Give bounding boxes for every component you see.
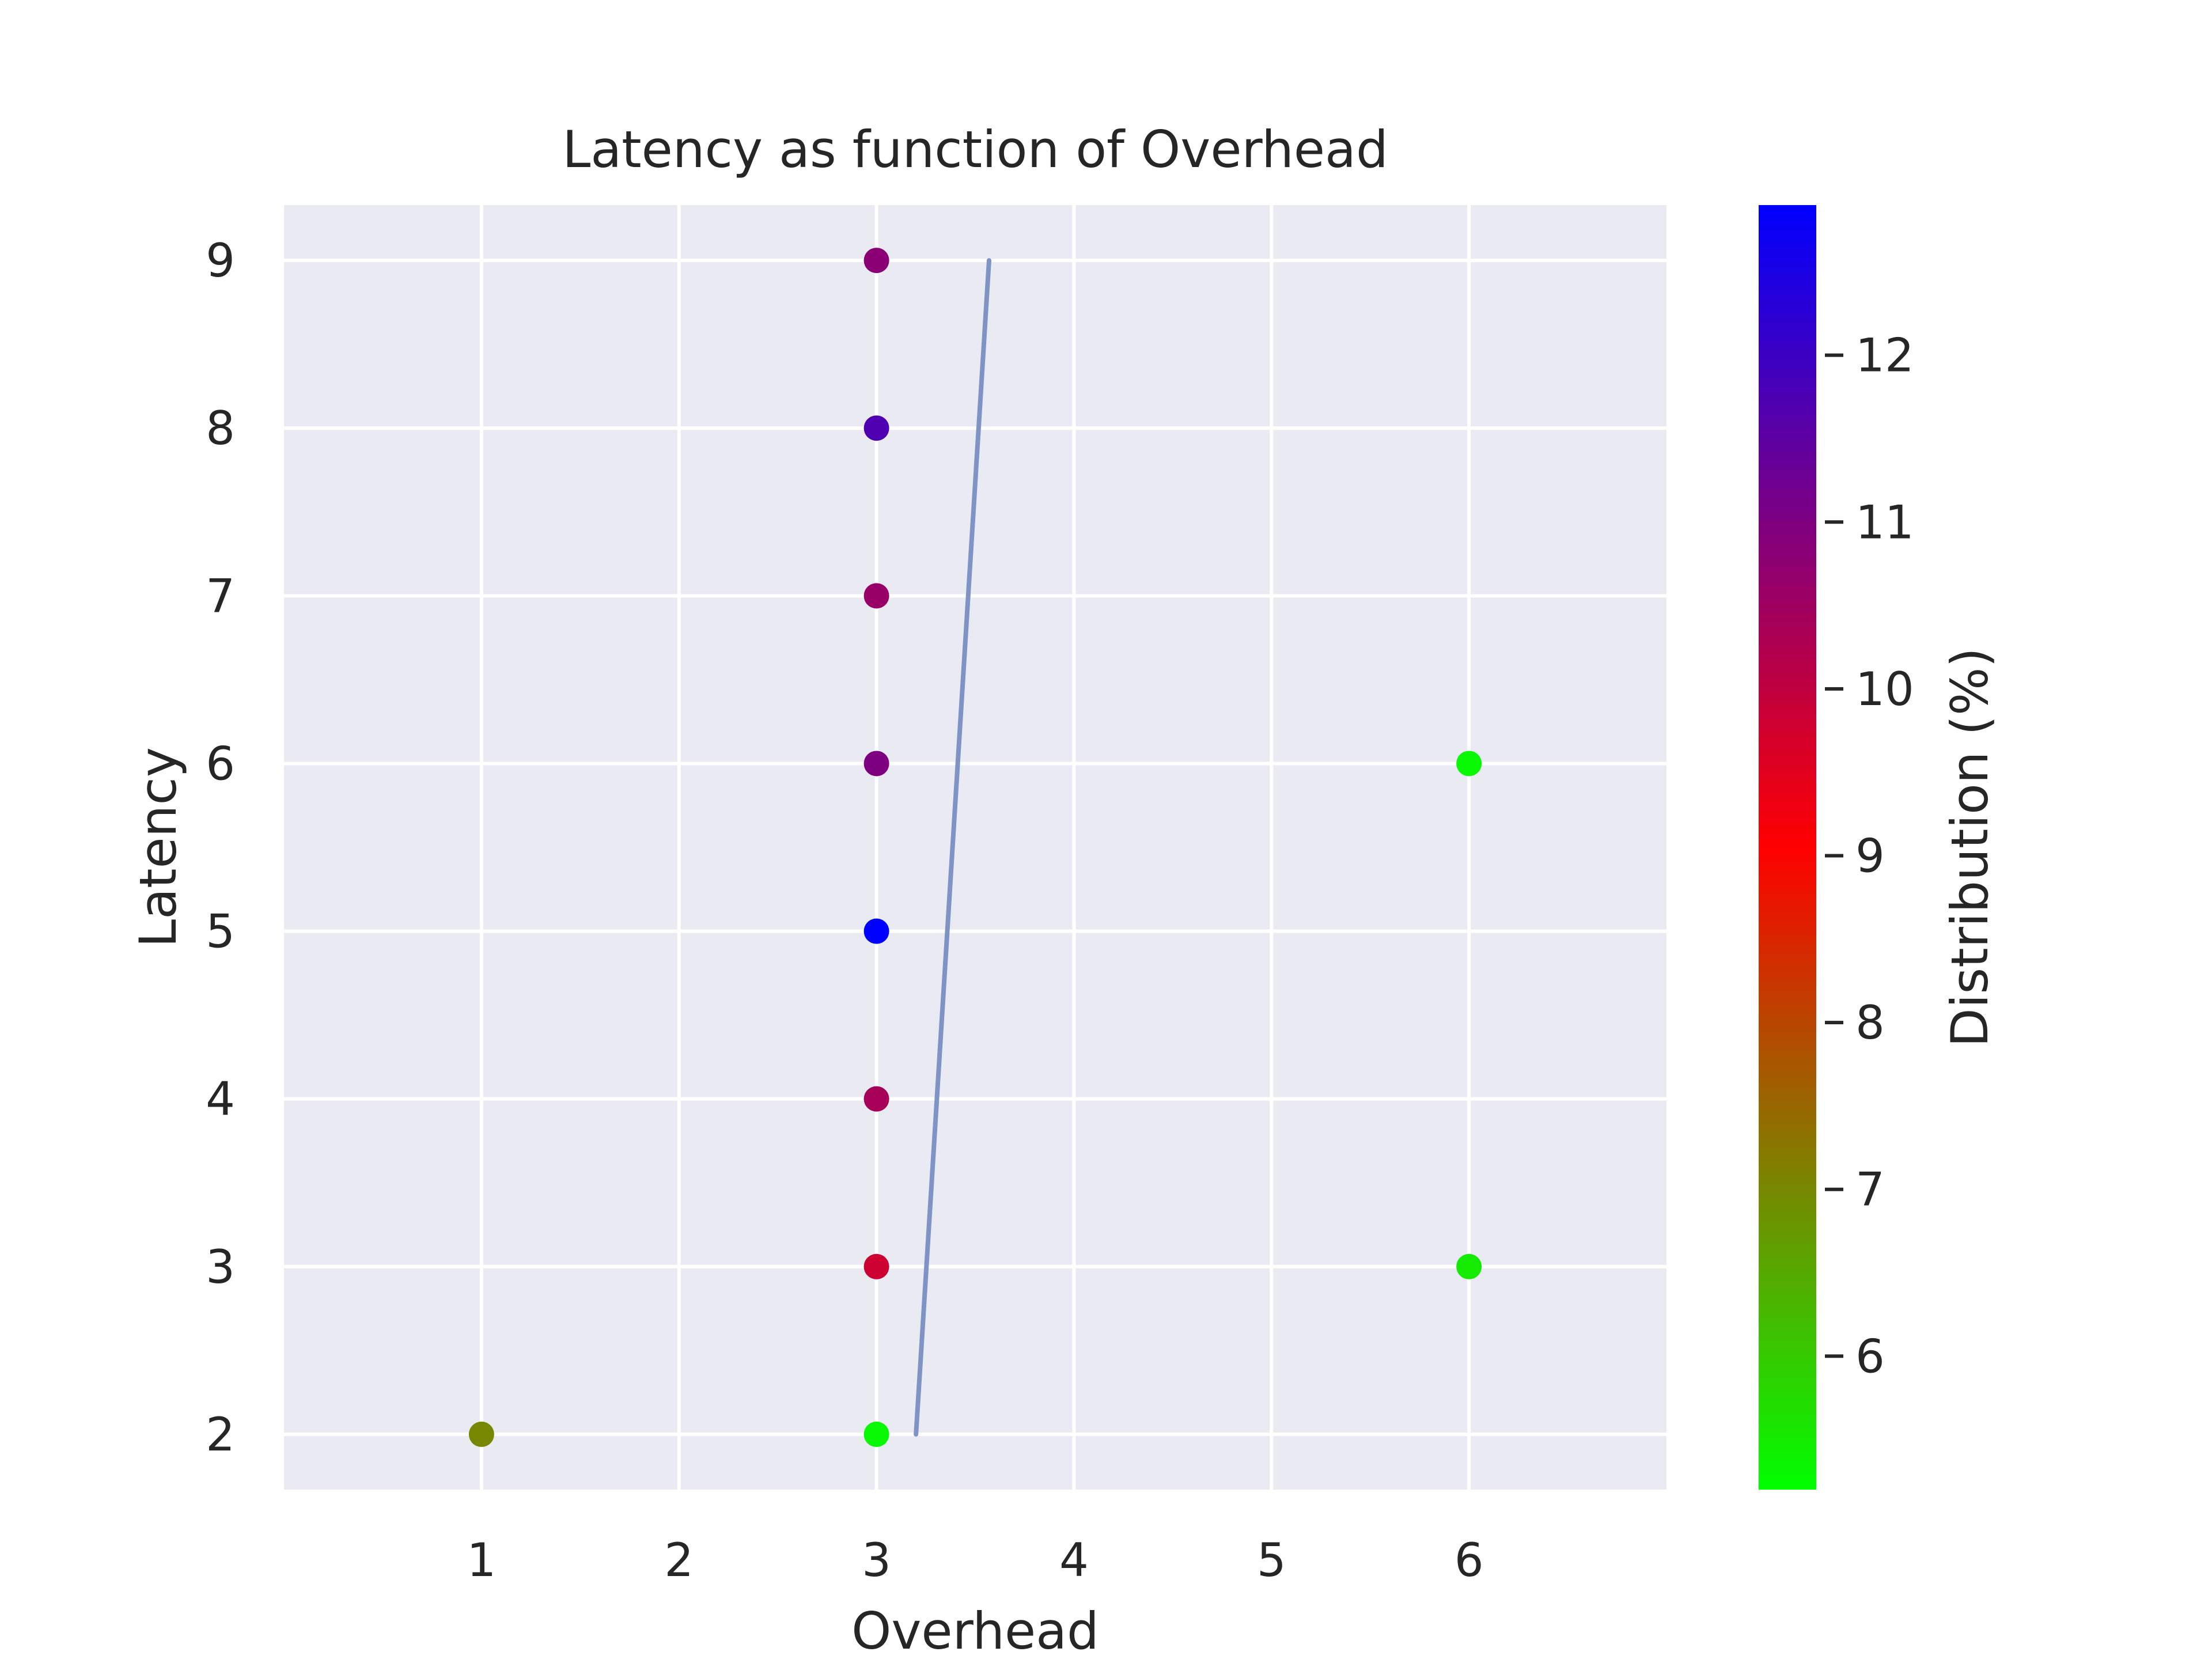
y-tick-labels: 2 3 4 5 6 7 8 9 bbox=[206, 234, 235, 1461]
colorbar-tick-label: 7 bbox=[1855, 1163, 1885, 1217]
data-point bbox=[863, 918, 889, 944]
colorbar-tick-label: 8 bbox=[1855, 996, 1885, 1050]
y-tick-label: 9 bbox=[206, 234, 235, 287]
y-tick-label: 4 bbox=[206, 1073, 235, 1126]
trend-line bbox=[914, 258, 991, 1437]
x-tick-label: 6 bbox=[1455, 1533, 1484, 1587]
data-point bbox=[1456, 751, 1482, 777]
x-tick-label: 4 bbox=[1059, 1533, 1089, 1587]
x-tick-label: 1 bbox=[467, 1533, 496, 1587]
chart-title: Latency as function of Overhead bbox=[562, 120, 1388, 179]
data-points bbox=[468, 248, 1482, 1447]
colorbar bbox=[1759, 205, 1816, 1490]
y-tick-label: 7 bbox=[206, 569, 235, 623]
data-point bbox=[863, 248, 889, 274]
colorbar-label: Distribution (%) bbox=[1940, 647, 1999, 1047]
data-point bbox=[863, 583, 889, 609]
y-tick-label: 5 bbox=[206, 905, 235, 959]
x-tick-label: 5 bbox=[1257, 1533, 1286, 1587]
colorbar-tick-label: 9 bbox=[1855, 829, 1885, 882]
plot-area bbox=[284, 205, 1666, 1490]
colorbar-tick-label: 12 bbox=[1855, 329, 1914, 382]
data-point bbox=[863, 751, 889, 777]
y-axis-label: Latency bbox=[128, 747, 188, 948]
data-point bbox=[468, 1421, 494, 1447]
x-tick-label: 3 bbox=[862, 1533, 891, 1587]
x-tick-label: 2 bbox=[664, 1533, 694, 1587]
grid-lines bbox=[284, 205, 1666, 1490]
data-point bbox=[863, 415, 889, 441]
y-tick-label: 2 bbox=[206, 1408, 235, 1461]
x-tick-labels: 1 2 3 4 5 6 bbox=[467, 1533, 1483, 1587]
data-point bbox=[863, 1253, 889, 1279]
data-point bbox=[1456, 1253, 1482, 1279]
colorbar-tick-label: 6 bbox=[1855, 1330, 1885, 1383]
x-axis-label: Overhead bbox=[851, 1601, 1099, 1659]
colorbar-tick-label: 10 bbox=[1855, 662, 1914, 716]
y-tick-label: 3 bbox=[206, 1240, 235, 1294]
y-tick-label: 6 bbox=[206, 737, 235, 790]
data-point bbox=[863, 1086, 889, 1112]
y-tick-label: 8 bbox=[206, 402, 235, 455]
colorbar-tick-label: 11 bbox=[1855, 495, 1914, 549]
data-point bbox=[863, 1421, 889, 1447]
colorbar-ticks: 6 7 8 9 10 11 12 bbox=[1825, 329, 1914, 1383]
